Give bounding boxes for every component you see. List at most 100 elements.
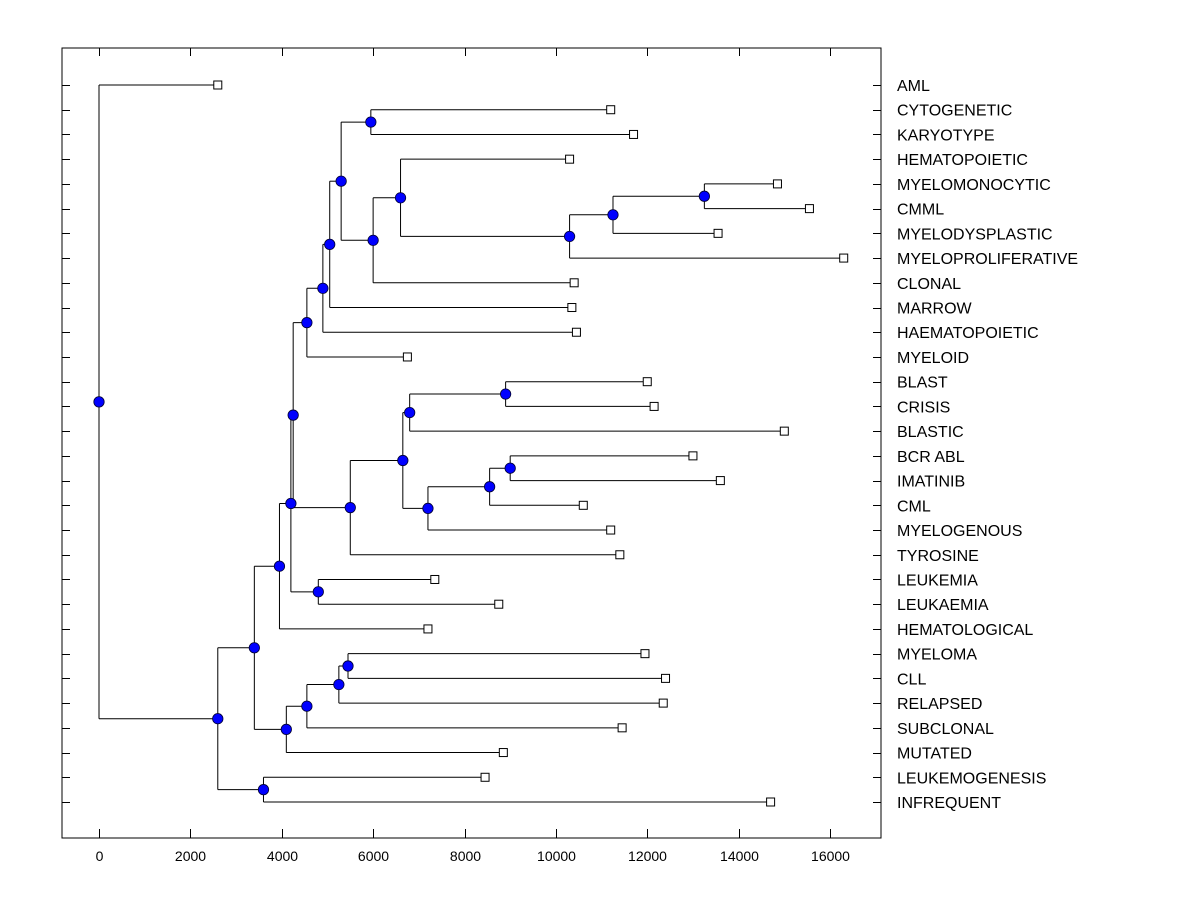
x-axis: 0 2000 4000 6000 8000 10000 12000 14000 16000 [96,48,850,864]
leaf-label: MYELOMONOCYTIC [897,177,1051,194]
leaf-marker [430,574,440,584]
cluster-node [301,700,313,712]
cluster-node [563,230,576,243]
x-tick-label: 0 [96,848,104,864]
leaf-label: BLASTIC [897,424,964,441]
cluster-node [500,388,512,400]
leaf-marker [766,797,776,807]
leaf-label: HEMATOLOGICAL [897,622,1033,639]
cluster-node [607,209,619,221]
leaf-marker [649,401,659,411]
leaf-label: KARYOTYPE [897,127,995,144]
cluster-node [301,317,313,329]
dendrogram-leaves [213,80,849,807]
leaf-label: HEMATOPOIETIC [897,152,1028,169]
leaf-marker [480,772,490,782]
cluster-node [317,282,329,294]
leaf-marker [423,624,433,634]
leaf-labels: AML CYTOGENETIC KARYOTYPE HEMATOPOIETIC MYEL… [897,78,1078,812]
x-tick-label: 14000 [720,848,759,864]
cluster-node [365,116,377,128]
leaf-marker [569,278,579,288]
leaf-marker [567,303,577,313]
leaf-marker [615,550,625,560]
cluster-node [273,560,286,572]
leaf-label: AML [897,78,930,95]
cluster-node [342,660,354,672]
cluster-node [335,175,347,187]
leaf-marker [804,204,814,214]
leaf-label: MYELOPROLIFERATIVE [897,251,1078,268]
leaf-label: BLAST [897,375,948,392]
leaf-label: MARROW [897,301,973,318]
leaf-marker [629,129,639,139]
leaf-marker [606,525,616,535]
x-tick-label: 2000 [175,848,206,864]
leaf-label: TYROSINE [897,548,979,565]
cluster-node [257,784,270,796]
leaf-marker [779,426,789,436]
leaf-marker [571,327,581,337]
x-tick-label: 6000 [358,848,389,864]
leaf-label: CML [897,498,931,515]
cluster-node [397,454,409,467]
leaf-marker [642,377,652,387]
x-tick-label: 8000 [450,848,481,864]
leaf-label: CYTOGENETIC [897,103,1012,120]
leaf-marker [658,698,668,708]
leaf-label: LEUKEMIA [897,572,978,589]
leaf-label: CMML [897,202,944,219]
x-tick-label: 12000 [628,848,667,864]
leaf-marker [713,228,723,238]
cluster-node [287,409,299,421]
cluster-node [312,586,324,598]
cluster-node [698,190,710,202]
leaf-marker [617,723,627,733]
leaf-label: LEUKEMOGENESIS [897,770,1046,787]
leaf-marker [578,500,588,510]
cluster-node [248,642,260,654]
leaf-label: BCR ABL [897,449,965,466]
leaf-label: IMATINIB [897,474,965,491]
x-tick-label: 4000 [267,848,298,864]
dendrogram-nodes [93,116,710,796]
leaf-label: MYELOID [897,350,969,367]
x-tick-label: 10000 [537,848,576,864]
leaf-marker [688,451,698,461]
leaf-label: MUTATED [897,746,972,763]
cluster-node [484,481,496,493]
leaf-marker [494,599,504,609]
cluster-node [422,502,434,515]
leaf-marker [565,154,575,164]
leaf-marker [839,253,849,263]
leaf-label: INFREQUENT [897,795,1001,812]
leaf-marker [661,673,671,683]
leaf-label: CRISIS [897,399,950,416]
cluster-node [280,723,292,735]
leaf-label: MYELOMA [897,647,977,664]
leaf-label: RELAPSED [897,696,982,713]
cluster-node [404,406,416,419]
cluster-node [212,713,224,725]
leaf-marker [606,105,616,115]
leaf-label: SUBCLONAL [897,721,994,738]
cluster-node [324,238,336,250]
leaf-label: CLONAL [897,276,961,293]
cluster-node [93,396,105,408]
leaf-label: CLL [897,671,926,688]
y-ticks-left [62,85,70,803]
cluster-node [333,678,345,691]
leaf-marker [772,179,782,189]
leaf-label: HAEMATOPOIETIC [897,325,1039,342]
leaf-label: MYELOGENOUS [897,523,1022,540]
leaf-marker [715,476,725,486]
cluster-node [367,234,379,246]
leaf-label: MYELODYSPLASTIC [897,226,1053,243]
y-ticks-right [873,85,881,803]
x-tick-label: 16000 [811,848,850,864]
leaf-marker [640,649,650,659]
leaf-marker [213,80,223,90]
cluster-node [344,502,356,514]
leaf-label: LEUKAEMIA [897,597,989,614]
